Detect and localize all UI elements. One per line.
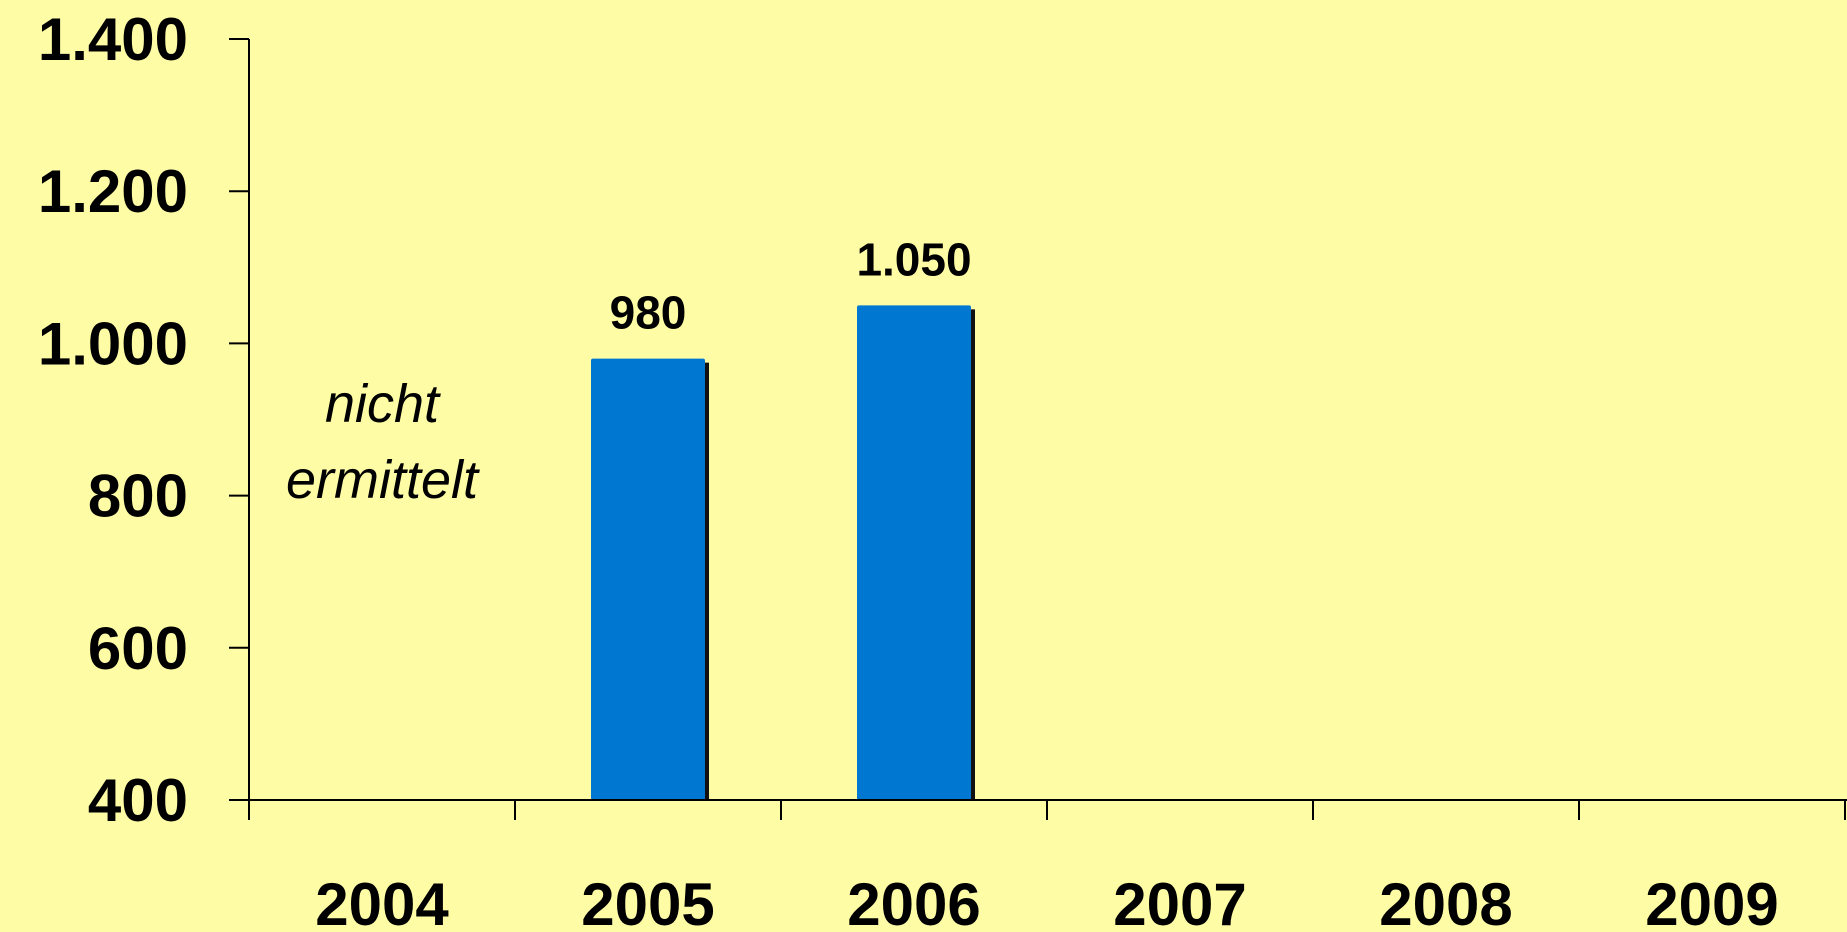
note-line: ermittelt [286,450,480,510]
bar [591,358,705,800]
x-tick-label: 2007 [1113,871,1246,932]
x-tick-label: 2004 [315,871,449,932]
x-tick-label: 2008 [1379,871,1512,932]
note-line: nicht [325,374,441,434]
bar [857,305,971,800]
bar-value-label: 980 [610,287,687,339]
not-determined-note: nicht ermittelt [286,374,480,510]
y-tick-label: 1.400 [38,6,188,73]
x-tick-label: 2006 [847,871,980,932]
y-tick-label: 1.200 [38,158,188,225]
x-tick-label: 2005 [581,871,714,932]
bar-value-label: 1.050 [856,233,971,285]
y-tick-label: 1.000 [38,310,188,377]
x-tick-label: 2009 [1645,871,1778,932]
y-tick-label: 400 [88,767,188,834]
y-tick-label: 800 [88,463,188,530]
y-tick-label: 600 [88,615,188,682]
